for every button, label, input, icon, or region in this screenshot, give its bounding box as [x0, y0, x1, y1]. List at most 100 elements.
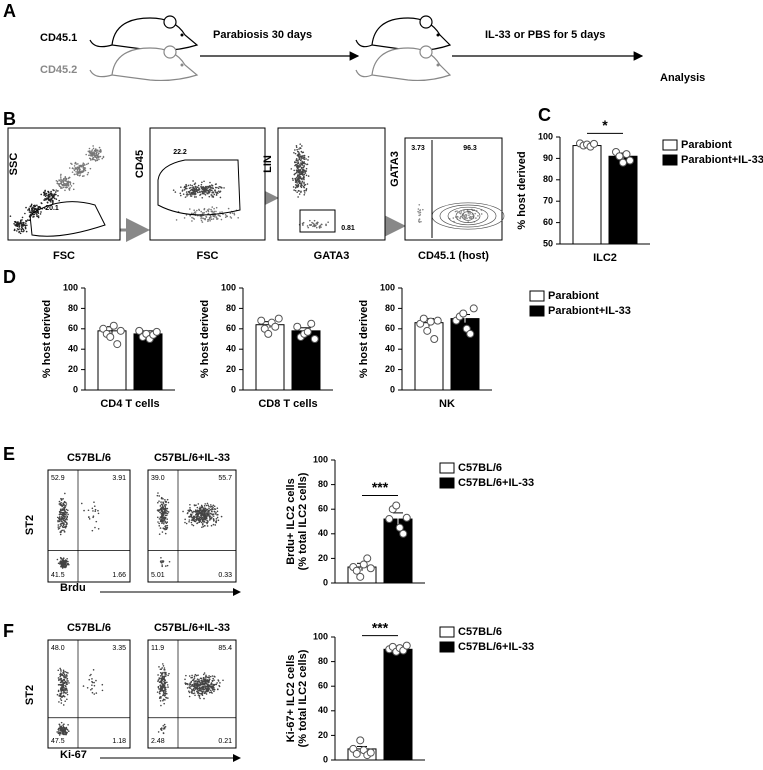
event-dot — [88, 679, 90, 681]
event-dot — [159, 685, 161, 687]
event-dot — [60, 694, 62, 696]
event-dot — [213, 515, 215, 517]
event-dot — [202, 193, 204, 195]
event-dot — [207, 683, 209, 685]
event-dot — [201, 526, 203, 528]
y-tick-label: 0 — [323, 577, 328, 587]
event-dot — [158, 525, 160, 527]
event-dot — [70, 182, 72, 184]
event-dot — [216, 682, 218, 684]
event-dot — [93, 159, 95, 161]
event-dot — [213, 504, 215, 506]
event-dot — [58, 677, 60, 679]
event-dot — [296, 182, 298, 184]
event-dot — [213, 684, 215, 686]
event-dot — [214, 511, 216, 513]
event-dot — [64, 180, 66, 182]
event-dot — [160, 675, 162, 677]
event-dot — [57, 694, 59, 696]
data-point — [431, 336, 438, 343]
event-dot — [93, 148, 95, 150]
event-dot — [460, 216, 462, 218]
event-dot — [191, 220, 193, 222]
data-point — [107, 333, 114, 340]
event-dot — [14, 229, 16, 231]
y-tick-label: 60 — [68, 323, 78, 333]
event-dot — [299, 143, 301, 145]
event-dot — [211, 508, 213, 510]
event-dot — [61, 498, 63, 500]
event-dot — [57, 729, 59, 731]
event-dot — [300, 178, 302, 180]
data-point — [294, 323, 301, 330]
event-dot — [103, 156, 105, 158]
event-dot — [219, 215, 221, 217]
event-dot — [196, 519, 198, 521]
event-dot — [31, 205, 33, 207]
event-dot — [59, 668, 61, 670]
event-dot — [290, 168, 292, 170]
event-dot — [202, 524, 204, 526]
event-dot — [18, 226, 20, 228]
y-tick-label: 50 — [543, 238, 553, 248]
event-dot — [209, 189, 211, 191]
event-dot — [208, 681, 210, 683]
event-dot — [163, 685, 165, 687]
event-dot — [82, 171, 84, 173]
event-dot — [293, 152, 295, 154]
event-dot — [173, 189, 175, 191]
event-dot — [205, 674, 207, 676]
event-dot — [210, 691, 212, 693]
x-axis-label: Brdu — [60, 582, 86, 594]
event-dot — [33, 216, 35, 218]
event-dot — [167, 527, 169, 529]
event-dot — [190, 215, 192, 217]
y-tick-label: 80 — [543, 174, 553, 184]
event-dot — [203, 514, 205, 516]
event-dot — [202, 221, 204, 223]
event-dot — [203, 189, 205, 191]
event-dot — [185, 196, 187, 198]
event-dot — [475, 217, 477, 219]
data-point — [117, 327, 124, 334]
event-dot — [201, 182, 203, 184]
event-dot — [189, 504, 191, 506]
event-dot — [185, 186, 187, 188]
event-dot — [204, 510, 206, 512]
y-tick-label: 0 — [323, 754, 328, 764]
y-axis-label: SSC — [8, 153, 20, 176]
event-dot — [96, 150, 98, 152]
event-dot — [66, 526, 68, 528]
event-dot — [204, 685, 206, 687]
event-dot — [418, 204, 420, 206]
event-dot — [91, 153, 93, 155]
event-dot — [59, 724, 61, 726]
event-dot — [92, 145, 94, 147]
event-dot — [162, 527, 164, 529]
event-dot — [93, 669, 95, 671]
quadrant-value: 1.18 — [112, 738, 126, 745]
event-dot — [55, 189, 57, 191]
event-dot — [208, 508, 210, 510]
quadrant-value: 52.9 — [51, 475, 65, 482]
event-dot — [53, 195, 55, 197]
event-dot — [304, 174, 306, 176]
event-dot — [183, 193, 185, 195]
event-dot — [194, 677, 196, 679]
event-dot — [65, 693, 67, 695]
event-dot — [204, 516, 206, 518]
event-dot — [221, 211, 223, 213]
event-dot — [303, 178, 305, 180]
event-dot — [198, 185, 200, 187]
event-dot — [206, 188, 208, 190]
event-dot — [56, 731, 58, 733]
event-dot — [98, 159, 100, 161]
event-dot — [189, 675, 191, 677]
quadrant-value: 2.48 — [151, 738, 165, 745]
event-dot — [213, 513, 215, 515]
event-dot — [209, 182, 211, 184]
event-dot — [211, 525, 213, 527]
event-dot — [165, 515, 167, 517]
event-dot — [163, 509, 165, 511]
data-point — [353, 750, 360, 757]
